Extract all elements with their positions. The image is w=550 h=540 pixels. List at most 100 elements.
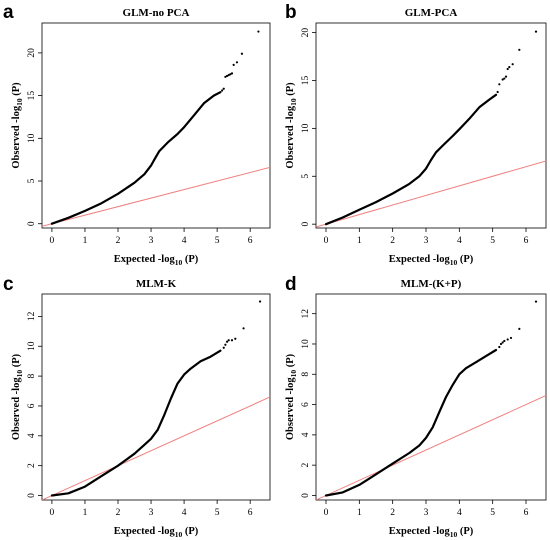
data-point (220, 89, 224, 92)
x-tick-label: 1 (83, 508, 88, 518)
data-point (509, 336, 513, 340)
data-point (232, 63, 235, 66)
plot-frame (315, 22, 547, 229)
data-point (230, 72, 234, 75)
data-point (518, 48, 521, 51)
data-point (227, 74, 230, 77)
data-point (222, 346, 225, 349)
y-tick-label: 12 (27, 311, 37, 321)
y-tick-label: 5 (27, 178, 37, 183)
data-point (499, 342, 503, 346)
data-point (501, 341, 504, 344)
y-tick-label: 0 (27, 221, 37, 226)
x-tick-label: 0 (324, 236, 329, 246)
y-tick-label: 6 (27, 403, 37, 408)
data-point (534, 30, 538, 33)
data-point (511, 63, 514, 66)
data-point (229, 73, 232, 76)
x-tick-label: 5 (490, 508, 495, 518)
y-tick-label: 2 (27, 463, 37, 468)
x-tick-label: 3 (424, 508, 429, 518)
reference-line (316, 160, 546, 228)
x-tick-label: 0 (50, 236, 55, 246)
observed-pvalue-curve (324, 348, 498, 497)
panel-title: GLM-PCA (405, 7, 458, 19)
x-tick-label: 6 (248, 508, 253, 518)
data-point (258, 300, 262, 303)
x-tick-label: 4 (182, 236, 187, 246)
x-tick-label: 2 (116, 236, 121, 246)
x-tick-label: 5 (490, 236, 495, 246)
data-point (518, 327, 521, 330)
x-tick-label: 3 (149, 508, 154, 518)
y-axis-label: Observed -log10 (P) (285, 82, 298, 169)
x-tick-label: 1 (357, 236, 362, 246)
data-point (534, 300, 538, 303)
x-tick-label: 6 (524, 508, 529, 518)
data-point (225, 340, 229, 343)
y-tick-label: 10 (27, 133, 37, 143)
y-axis-label: Observed -log10 (P) (11, 82, 24, 169)
y-tick-label: 12 (301, 309, 311, 319)
x-tick-label: 5 (215, 508, 220, 518)
y-tick-label: 15 (27, 91, 37, 101)
y-tick-label: 4 (301, 432, 311, 437)
data-point (227, 339, 230, 342)
x-tick-label: 2 (116, 508, 121, 518)
data-point (504, 75, 508, 78)
y-tick-label: 5 (301, 174, 311, 179)
x-axis-label: Expected -log10 (P) (114, 526, 199, 539)
data-point (224, 343, 227, 346)
observed-pvalue-curve (324, 93, 498, 226)
y-axis-label: Observed -log10 (P) (285, 353, 298, 440)
y-tick-label: 2 (301, 463, 311, 468)
data-point (498, 83, 501, 86)
reference-line (42, 166, 270, 227)
panel-letter: b (285, 2, 297, 23)
data-point (506, 67, 509, 71)
panel-a: a GLM-no PCA 0 1 2 3 4 5 6 0 5 10 15 20 Expected -log1… (3, 2, 271, 267)
x-tick-label: 2 (390, 508, 395, 518)
y-tick-label: 10 (27, 341, 37, 351)
x-tick-label: 4 (457, 508, 462, 518)
data-point (498, 345, 501, 349)
data-point (257, 30, 260, 33)
y-tick-label: 8 (27, 373, 37, 378)
panel-b: b GLM-PCA 0 1 2 3 4 5 6 0 5 10 15 20 Expected -log10 (… (285, 2, 547, 267)
observed-pvalue-curve (50, 349, 222, 497)
y-tick-label: 8 (301, 372, 311, 377)
y-tick-label: 4 (27, 433, 37, 438)
reference-line (42, 396, 270, 500)
x-axis-label: Expected -log10 (P) (389, 254, 474, 267)
data-point (496, 90, 499, 94)
data-point (242, 327, 245, 330)
x-tick-label: 1 (83, 236, 88, 246)
y-tick-label: 15 (301, 75, 311, 85)
y-tick-label: 6 (301, 402, 311, 407)
data-point (235, 61, 239, 64)
panel-letter: a (3, 2, 14, 23)
x-axis-label: Expected -log10 (P) (389, 526, 474, 539)
x-tick-label: 1 (357, 508, 362, 518)
panel-letter: c (3, 274, 14, 295)
data-point (234, 337, 237, 340)
y-axis-label: Observed -log10 (P) (11, 353, 24, 440)
data-point (503, 77, 506, 80)
plot-frame (41, 293, 271, 501)
data-point (240, 52, 244, 55)
plot-frame (41, 22, 271, 229)
panel-title: GLM-no PCA (123, 7, 190, 19)
data-point (506, 338, 509, 341)
y-tick-label: 10 (301, 123, 311, 133)
x-tick-label: 5 (215, 236, 220, 246)
x-tick-label: 3 (149, 236, 154, 246)
x-tick-label: 6 (524, 236, 529, 246)
plot-frame (315, 293, 547, 501)
data-point (503, 339, 506, 343)
data-point (225, 74, 229, 78)
observed-pvalue-curve (50, 91, 222, 225)
y-tick-label: 20 (27, 48, 37, 58)
